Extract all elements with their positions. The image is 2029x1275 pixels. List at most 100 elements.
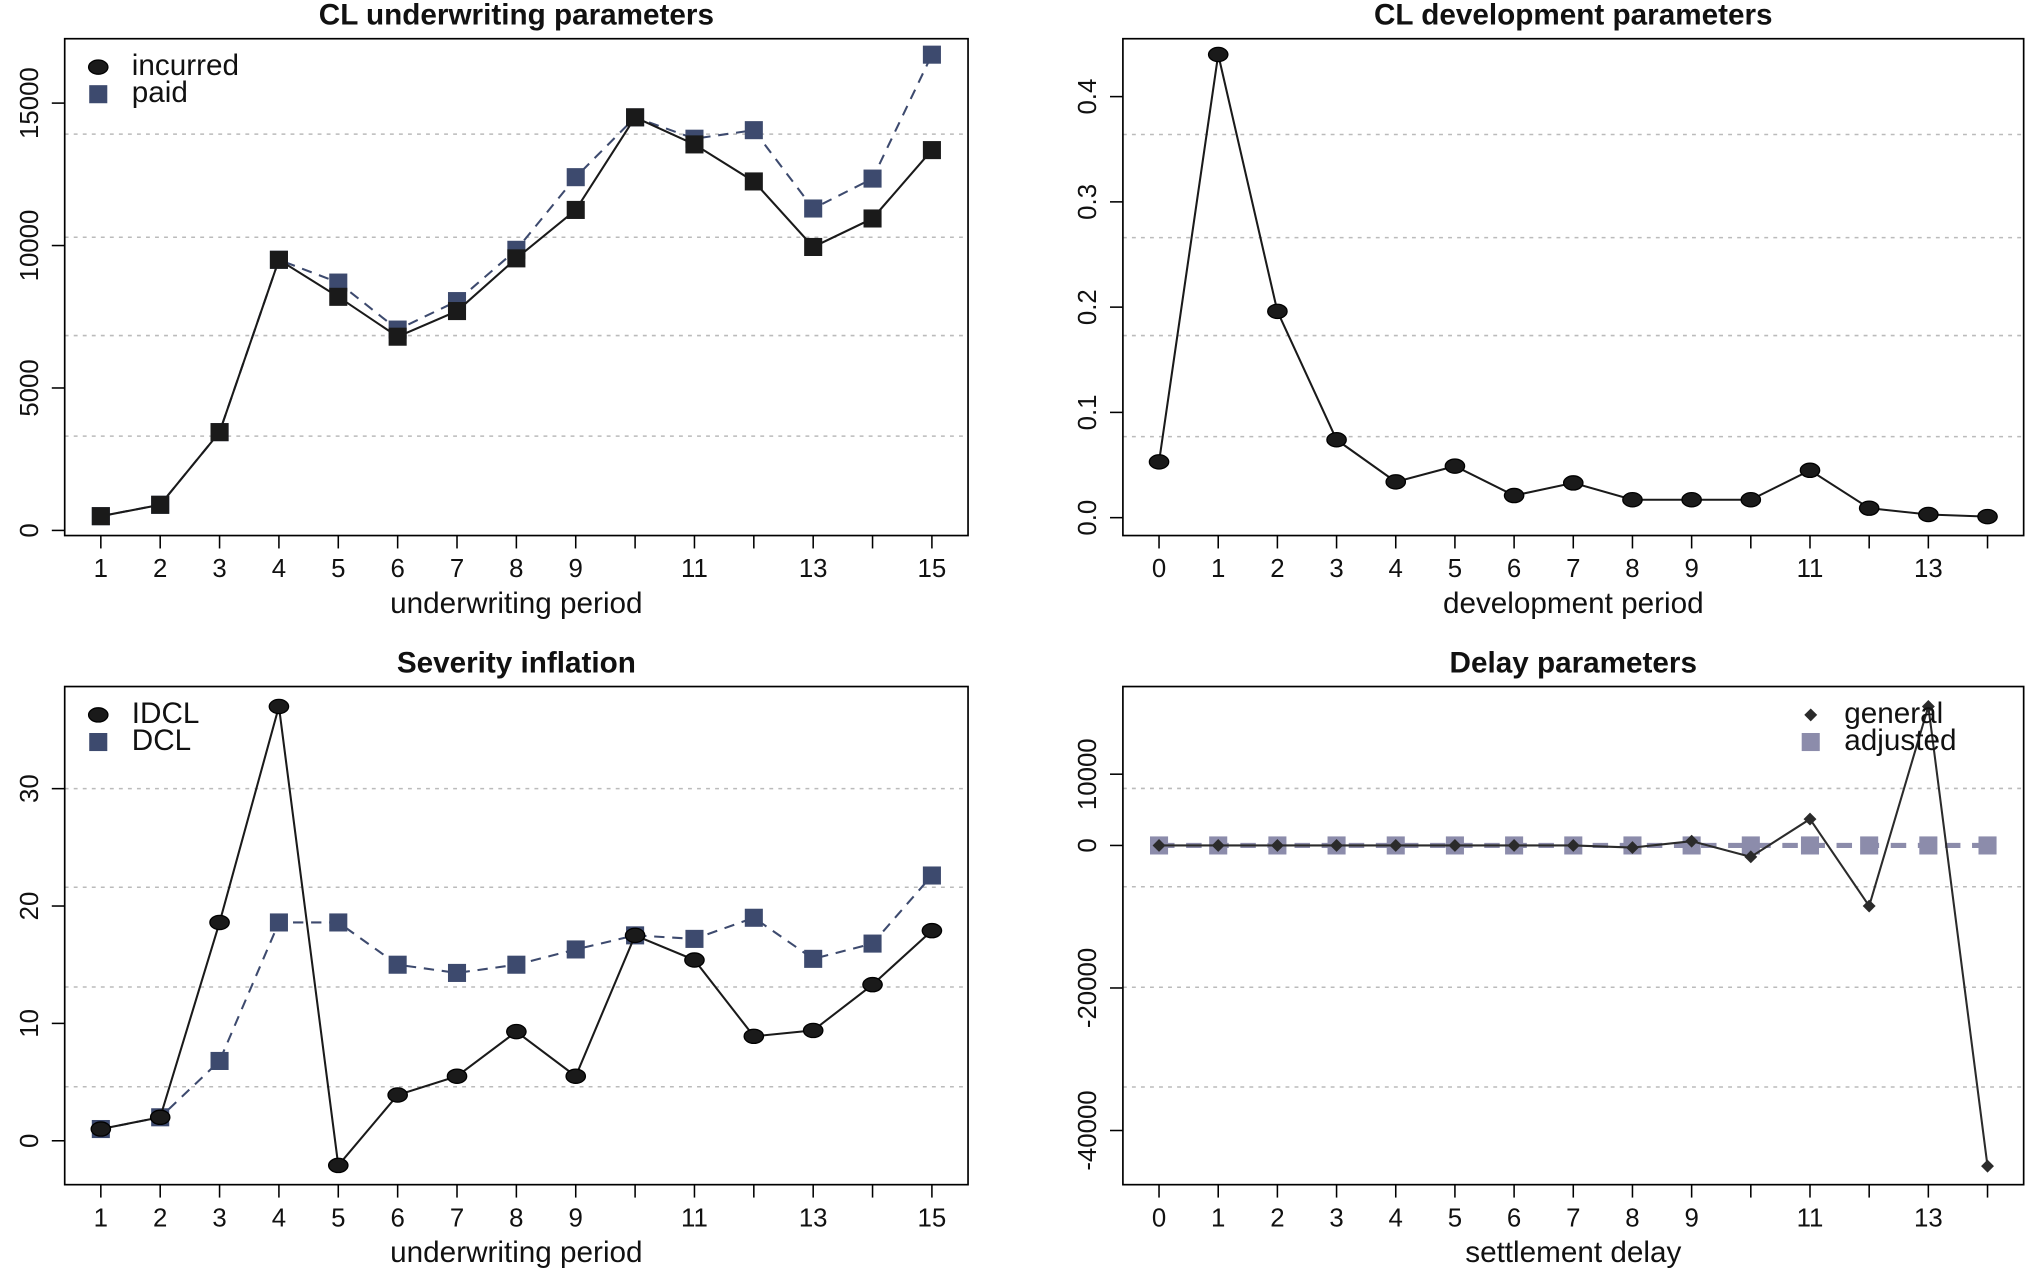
x-axis-label: underwriting period [390, 587, 642, 620]
legend-label: paid [132, 76, 188, 109]
y-tick-label: 0 [16, 1134, 44, 1148]
x-tick-label: 13 [1914, 555, 1943, 583]
data-point [1740, 492, 1762, 508]
series-line [100, 54, 933, 518]
legend-label: incurred [132, 49, 239, 82]
data-point [1562, 475, 1584, 491]
legend-marker [1801, 732, 1820, 752]
plot-frame [1122, 685, 2025, 1186]
data-point [1626, 841, 1639, 855]
data-point [329, 913, 348, 932]
data-point [210, 1051, 229, 1070]
x-tick-label: 6 [390, 555, 404, 583]
y-tick-label: 10000 [16, 210, 44, 282]
legend-label: general [1844, 697, 1943, 730]
data-point [922, 866, 941, 885]
data-point [1799, 462, 1821, 479]
data-point [744, 908, 763, 927]
data-point [804, 949, 823, 968]
data-point [1858, 500, 1880, 516]
x-axis-label: settlement delay [1465, 1236, 1681, 1269]
data-point [922, 141, 941, 160]
panel: CL development parameters development per… [1074, 0, 2025, 620]
data-point [329, 273, 348, 292]
x-tick-label: 3 [1329, 1204, 1343, 1232]
x-tick-label: 13 [799, 555, 828, 583]
legend-marker [87, 59, 109, 75]
plot-frame [63, 685, 969, 1186]
data-point [90, 1121, 112, 1137]
x-tick-label: 5 [331, 1204, 345, 1232]
data-point [269, 913, 288, 932]
x-tick-label: 6 [390, 1204, 404, 1232]
data-point [1977, 508, 1998, 525]
x-tick-label: 1 [1211, 555, 1225, 583]
legend-label: DCL [132, 724, 191, 757]
data-point [863, 934, 882, 953]
data-point [1803, 812, 1817, 826]
data-point [921, 922, 943, 939]
x-tick-label: 11 [1797, 1204, 1824, 1232]
data-point [1326, 432, 1347, 448]
x-tick-label: 5 [1448, 1204, 1462, 1232]
data-point [388, 955, 407, 974]
y-tick-label: 5000 [16, 359, 44, 416]
y-tick-label: 0 [1074, 838, 1102, 852]
x-tick-label: 8 [509, 1204, 523, 1232]
data-point [149, 1109, 171, 1126]
y-tick-label: 0.1 [1074, 394, 1102, 430]
data-point [210, 423, 229, 442]
data-point [566, 940, 585, 959]
y-tick-label: 0.0 [1074, 500, 1102, 536]
data-point [1148, 454, 1170, 470]
x-tick-label: 11 [1797, 555, 1824, 583]
y-tick-label: 15000 [16, 67, 44, 139]
series-line [100, 116, 933, 518]
data-point [1503, 487, 1525, 504]
data-point [1681, 492, 1702, 508]
data-point [863, 209, 882, 228]
chart-title: CL underwriting parameters [319, 0, 714, 32]
data-point [1860, 836, 1879, 855]
x-tick-label: 2 [153, 555, 167, 583]
legend-label: adjusted [1844, 724, 1956, 757]
data-point [1981, 1159, 1994, 1173]
x-tick-label: 5 [331, 555, 345, 583]
data-point [388, 327, 407, 346]
x-tick-label: 13 [1914, 1204, 1943, 1232]
data-point [1622, 492, 1643, 508]
x-tick-label: 3 [212, 555, 226, 583]
y-tick-label: -20000 [1074, 948, 1102, 1028]
data-point [1978, 836, 1997, 855]
x-tick-label: 6 [1507, 1204, 1521, 1232]
y-tick-label: 30 [16, 774, 44, 803]
data-point [802, 1022, 824, 1039]
series-line [1158, 54, 1988, 518]
x-tick-label: 8 [1625, 1204, 1639, 1232]
data-point [269, 250, 288, 269]
x-tick-label: 7 [450, 555, 464, 583]
x-tick-label: 11 [681, 555, 708, 583]
plot-frame [63, 37, 969, 537]
data-point [327, 1157, 349, 1174]
data-point [507, 249, 526, 268]
data-point [685, 135, 704, 154]
data-point [1919, 836, 1938, 855]
data-point [922, 45, 941, 64]
series-line [100, 874, 933, 1131]
legend-marker [89, 732, 108, 752]
x-tick-label: 2 [1270, 1204, 1284, 1232]
x-tick-label: 4 [1389, 555, 1403, 583]
data-point [1741, 836, 1760, 855]
x-tick-label: 2 [153, 1204, 167, 1232]
x-tick-label: 5 [1448, 555, 1462, 583]
data-point [626, 108, 645, 127]
x-tick-label: 4 [272, 555, 286, 583]
data-point [744, 121, 763, 140]
legend-marker [1804, 708, 1818, 722]
data-point [91, 507, 110, 526]
x-tick-label: 7 [1566, 1204, 1580, 1232]
x-tick-label: 13 [799, 1204, 828, 1232]
x-tick-label: 15 [918, 555, 947, 583]
data-point [151, 495, 170, 514]
